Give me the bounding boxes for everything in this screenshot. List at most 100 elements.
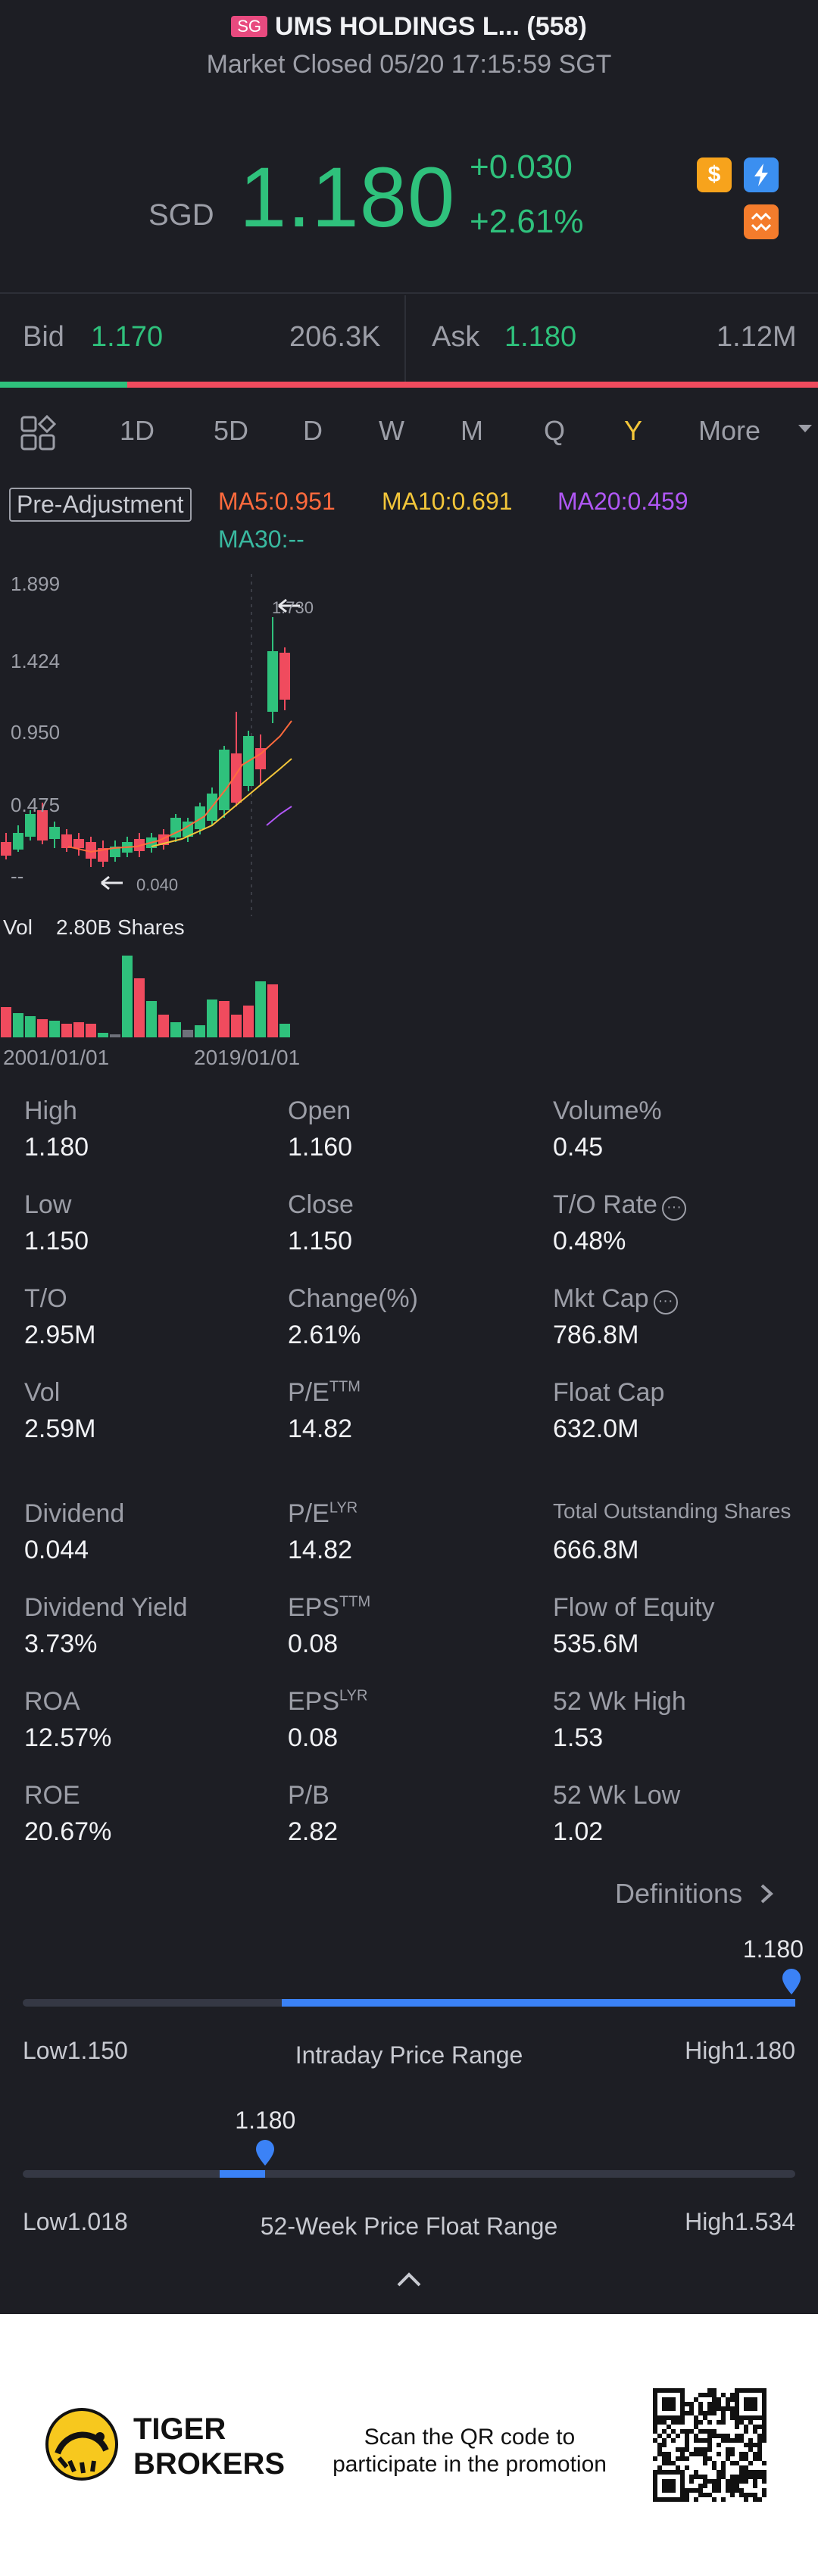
intraday-high: High1.180 [685, 2037, 795, 2064]
tab-5d[interactable]: 5D [214, 415, 249, 446]
stat-label: Close [288, 1190, 354, 1220]
stat-value: 0.45 [553, 1133, 604, 1162]
stat-label-text: Float Cap [553, 1378, 665, 1407]
stat-label-text: Mkt Cap [553, 1284, 649, 1313]
stat-label: P/ELYR [288, 1499, 357, 1529]
stat-label-text: Dividend [24, 1499, 125, 1528]
qr-code[interactable] [653, 2388, 766, 2502]
ma30-legend: MA30:-- [218, 525, 304, 553]
volume-label: Vol [3, 915, 33, 939]
y-tick-3: 0.950 [11, 721, 60, 744]
date-mid-label: 2019/01/01 [194, 1046, 300, 1069]
stat-label[interactable]: T/O Rate ··· [553, 1190, 686, 1221]
stat-value: 2.59M [24, 1414, 96, 1443]
kline-chart[interactable]: 1.899 1.424 0.950 0.475 -- 1.730 0.040 V… [0, 560, 318, 1075]
flash-icon[interactable] [744, 157, 779, 192]
stat-label-superscript: LYR [339, 1687, 368, 1704]
bid-size: 206.3K [289, 321, 381, 353]
exchange-badge: SG [231, 16, 267, 37]
chevron-up-icon[interactable] [395, 2270, 423, 2288]
stat-value: 0.48% [553, 1227, 626, 1255]
stat-label-text: High [24, 1096, 77, 1125]
chevron-right-icon [760, 1884, 774, 1904]
intraday-range-track [23, 1999, 795, 2007]
pre-adjustment-toggle[interactable]: Pre-Adjustment [9, 488, 192, 522]
stat-label: ROA [24, 1687, 80, 1717]
stat-value: 1.53 [553, 1723, 604, 1752]
stat-value: 535.6M [553, 1629, 639, 1658]
volume-bars [1, 956, 290, 1037]
dollar-icon[interactable]: $ [697, 157, 732, 192]
y-tick-2: 1.424 [11, 650, 60, 672]
bid-ask-divider [404, 295, 406, 382]
ma10-legend: MA10:0.691 [382, 488, 513, 515]
week52-low: Low1.018 [23, 2208, 128, 2235]
stat-value: 632.0M [553, 1414, 639, 1443]
stat-label-text: Flow of Equity [553, 1593, 715, 1622]
more-dropdown-icon[interactable] [797, 423, 813, 438]
candles [1, 617, 290, 867]
tab-1d[interactable]: 1D [120, 415, 155, 446]
stat-label-text: P/E [288, 1378, 329, 1407]
stat-label-text: Volume% [553, 1096, 662, 1125]
max-price-marker: 1.730 [272, 598, 314, 617]
stat-label: Low [24, 1190, 71, 1220]
stat-label-text: Change(%) [288, 1284, 418, 1313]
stat-value: 20.67% [24, 1817, 112, 1846]
stat-label: Total Outstanding Shares [553, 1499, 791, 1523]
tab-w[interactable]: W [379, 415, 404, 446]
intraday-low: Low1.150 [23, 2037, 128, 2064]
layout-toggle-icon[interactable] [20, 414, 58, 457]
stat-label: EPSLYR [288, 1687, 367, 1717]
definitions-label: Definitions [615, 1878, 743, 1909]
stat-value: 1.150 [288, 1227, 353, 1255]
stat-label[interactable]: Mkt Cap ··· [553, 1284, 678, 1315]
stat-label-text: Dividend Yield [24, 1593, 188, 1622]
ask-size: 1.12M [717, 321, 797, 353]
stat-label: Change(%) [288, 1284, 418, 1314]
definitions-link[interactable]: Definitions [615, 1878, 776, 1910]
intraday-pin-icon [782, 1969, 801, 1994]
promo-line2: participate in the promotion [333, 2452, 607, 2477]
min-price-marker: 0.040 [136, 875, 178, 894]
tab-q[interactable]: Q [544, 415, 566, 446]
stat-label-text: EPS [288, 1687, 340, 1716]
volume-value: 2.80B Shares [56, 915, 185, 939]
stat-value: 2.95M [24, 1321, 96, 1349]
week52-marker-value: 1.180 [235, 2107, 296, 2134]
stock-name: UMS HOLDINGS L... (558) [274, 12, 587, 41]
stat-value: 1.150 [24, 1227, 89, 1255]
ma10-line [151, 758, 292, 847]
tab-y[interactable]: Y [624, 415, 643, 446]
currency-label: SGD [148, 198, 214, 232]
stat-label: P/B [288, 1781, 329, 1810]
stat-label-text: ROE [24, 1781, 80, 1810]
stat-label: Dividend Yield [24, 1593, 187, 1623]
stat-label: Volume% [553, 1096, 662, 1126]
bid-price: 1.170 [91, 321, 164, 353]
tab-d[interactable]: D [303, 415, 323, 446]
stat-label-superscript: LYR [329, 1499, 358, 1517]
promo-line1: Scan the QR code to [364, 2425, 576, 2450]
week52-range-track [23, 2170, 795, 2178]
y-tick-1: 1.899 [11, 572, 60, 595]
stat-label: T/O [24, 1284, 67, 1314]
stat-label-superscript: TTM [329, 1378, 361, 1396]
more-info-icon[interactable]: ··· [661, 1196, 686, 1221]
week52-pin-icon [256, 2140, 275, 2166]
stat-label: Dividend [24, 1499, 124, 1529]
stat-value: 1.180 [24, 1133, 89, 1162]
stat-label-text: Low [24, 1190, 72, 1219]
tab-more[interactable]: More [698, 415, 761, 446]
stat-value: 1.160 [288, 1133, 353, 1162]
cross-trade-icon[interactable] [744, 204, 779, 239]
stat-label: 52 Wk High [553, 1687, 686, 1717]
week52-high: High1.534 [685, 2208, 795, 2235]
stat-label-text: ROA [24, 1687, 80, 1716]
stat-value: 2.61% [288, 1321, 361, 1349]
more-info-icon[interactable]: ··· [653, 1290, 678, 1315]
tab-m[interactable]: M [461, 415, 483, 446]
tiger-logo-icon [45, 2408, 118, 2481]
brand-line1: TIGER [133, 2412, 226, 2446]
stat-value: 12.57% [24, 1723, 112, 1752]
